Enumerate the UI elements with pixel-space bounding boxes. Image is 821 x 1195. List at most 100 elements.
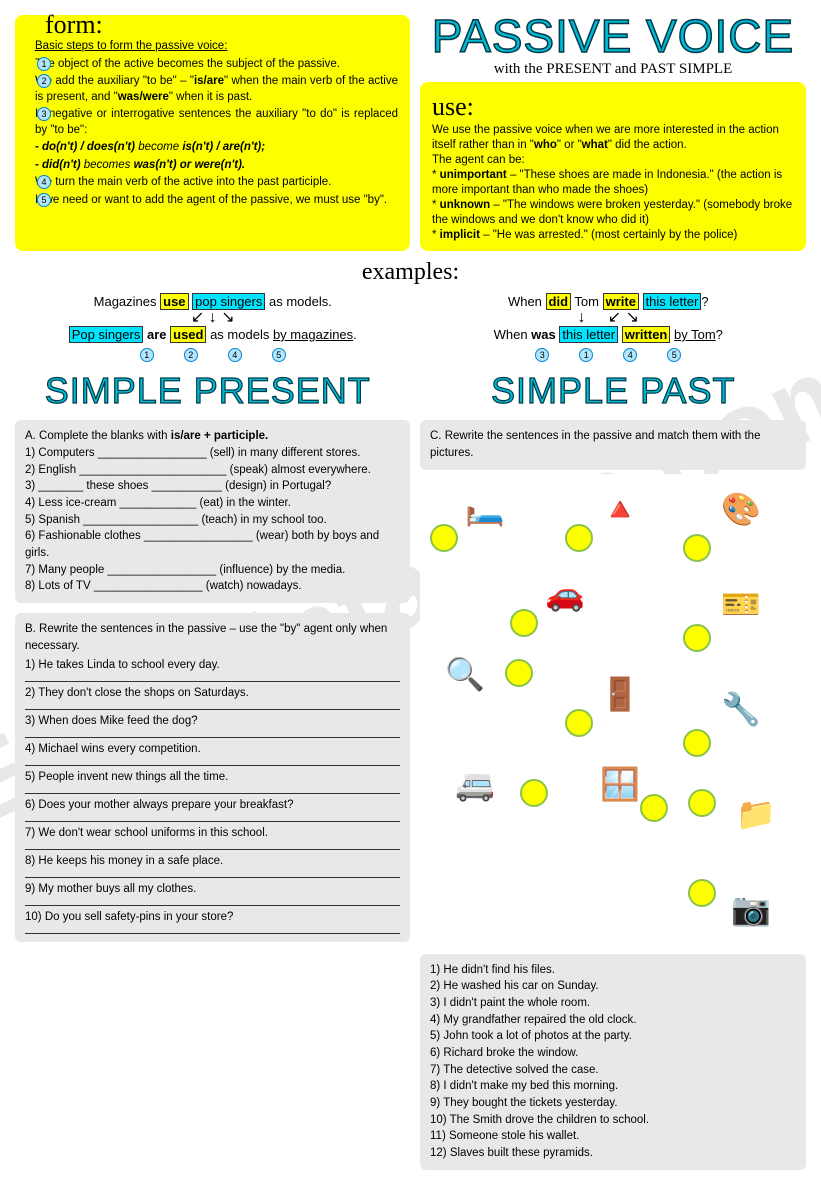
pictures-area: 🛏️ 🔺 🎨 🚗 🎫 🔍 🚪 🔧 🚐 🪟 📁 📷 [420, 474, 806, 954]
examples-row: Magazines use pop singers as models. ↙ ↓… [15, 290, 806, 362]
step-text: If we need or want to add the agent of t… [35, 194, 387, 206]
step-text: The object of the active becomes the sub… [35, 58, 340, 70]
ex-item: 6) Richard broke the window. [430, 1045, 796, 1062]
form-step: - do(n't) / does(n't) become is(n't) / a… [35, 140, 398, 156]
form-step: - did(n't) becomes was(n't) or were(n't)… [35, 158, 398, 174]
ex-item: 1) He didn't find his files. [430, 962, 796, 979]
form-step: 1The object of the active becomes the su… [35, 57, 398, 73]
form-step: 5If we need or want to add the agent of … [35, 193, 398, 209]
right-column: PASSIVE VOICE with the PRESENT and PAST … [420, 15, 806, 251]
pic-clock: 🔧 [696, 674, 786, 744]
use-text: We use the passive voice when we are mor… [432, 123, 794, 153]
num-row: 1245 [25, 348, 401, 362]
num-row: 3145 [421, 348, 797, 362]
form-step: 4We turn the main verb of the active int… [35, 175, 398, 191]
ex-item: 8) Lots of TV _________________ (watch) … [25, 578, 400, 595]
arrows: ↓ ↙ ↘ [421, 313, 797, 323]
examples-title: examples: [15, 259, 806, 286]
form-box: form: Basic steps to form the passive vo… [15, 15, 410, 251]
ex-item: 10) The Smith drove the children to scho… [430, 1112, 796, 1129]
match-circle[interactable] [683, 534, 711, 562]
match-circle[interactable] [683, 729, 711, 757]
step-text: In negative or interrogative sentences t… [35, 108, 398, 136]
step-text: We turn the main verb of the active into… [35, 176, 331, 188]
exercise-a: A. Complete the blanks with is/are + par… [15, 420, 410, 603]
ex-item: 4) Less ice-cream ____________ (eat) in … [25, 495, 400, 512]
form-intro: Basic steps to form the passive voice: [35, 39, 398, 55]
match-circle[interactable] [510, 609, 538, 637]
ex-item: 6) Fashionable clothes _________________… [25, 528, 400, 561]
form-step: 2We add the auxiliary "to be" – "is/are"… [35, 74, 398, 105]
ex-item: 3) I didn't paint the whole room. [430, 995, 796, 1012]
pic-files: 📁 [711, 779, 801, 849]
use-title: use: [432, 90, 794, 124]
num-badge: 2 [37, 74, 51, 88]
exercise-b: B. Rewrite the sentences in the passive … [15, 613, 410, 942]
num-badge: 5 [37, 193, 51, 207]
pic-detective: 🔍 [420, 639, 510, 709]
exercises-left: A. Complete the blanks with is/are + par… [15, 420, 410, 1179]
ex-item: 12) Slaves built these pyramids. [430, 1145, 796, 1162]
match-circle[interactable] [505, 659, 533, 687]
match-circle[interactable] [683, 624, 711, 652]
ex-item: 3) _______ these shoes ___________ (desi… [25, 478, 400, 495]
pic-camera: 📷 [706, 874, 796, 944]
pic-tickets: 🎫 [696, 569, 786, 639]
use-text: The agent can be: [432, 153, 794, 168]
ex-item[interactable]: 6) Does your mother always prepare your … [25, 794, 400, 822]
ex-item[interactable]: 8) He keeps his money in a safe place. [25, 850, 400, 878]
ex-item: 11) Someone stole his wallet. [430, 1128, 796, 1145]
ex-item: 5) John took a lot of photos at the part… [430, 1028, 796, 1045]
exercise-c-header: C. Rewrite the sentences in the passive … [420, 420, 806, 469]
pic-van: 🚐 [430, 749, 520, 819]
match-circle[interactable] [520, 779, 548, 807]
ex-item[interactable]: 2) They don't close the shops on Saturda… [25, 682, 400, 710]
ex-item[interactable]: 5) People invent new things all the time… [25, 766, 400, 794]
ex-item[interactable]: 4) Michael wins every competition. [25, 738, 400, 766]
ex-item[interactable]: 7) We don't wear school uniforms in this… [25, 822, 400, 850]
top-row: form: Basic steps to form the passive vo… [15, 15, 806, 251]
ex-item[interactable]: 9) My mother buys all my clothes. [25, 878, 400, 906]
ex-item: 7) The detective solved the case. [430, 1062, 796, 1079]
use-bullet: * unimportant – "These shoes are made in… [432, 168, 794, 198]
ex-item: 2) He washed his car on Sunday. [430, 978, 796, 995]
simple-past-title: SIMPLE PAST [421, 370, 807, 412]
form-title: form: [45, 7, 103, 42]
ex-item: 2) English _______________________ (spea… [25, 462, 400, 479]
ex-item: 1) Computers _________________ (sell) in… [25, 445, 400, 462]
ex-line: Pop singers are used as models by magazi… [25, 323, 401, 346]
ex-header: C. Rewrite the sentences in the passive … [430, 428, 796, 461]
ex-header: A. Complete the blanks with is/are + par… [25, 428, 400, 445]
match-circle[interactable] [688, 879, 716, 907]
num-badge: 1 [37, 57, 51, 71]
ex-item[interactable]: 3) When does Mike feed the dog? [25, 710, 400, 738]
subtitle: with the PRESENT and PAST SIMPLE [420, 61, 806, 78]
example-right: When did Tom write this letter? ↓ ↙ ↘ Wh… [421, 290, 797, 362]
ex-item: 9) They bought the tickets yesterday. [430, 1095, 796, 1112]
ex-header: B. Rewrite the sentences in the passive … [25, 621, 400, 654]
ex-line: When was this letter written by Tom? [421, 323, 797, 346]
ex-item: 4) My grandfather repaired the old clock… [430, 1012, 796, 1029]
match-circle[interactable] [688, 789, 716, 817]
match-circle[interactable] [640, 794, 668, 822]
match-circle[interactable] [430, 524, 458, 552]
use-bullet: * implicit – "He was arrested." (most ce… [432, 228, 794, 243]
exercise-c-items: 1) He didn't find his files. 2) He washe… [420, 954, 806, 1170]
exercises-right: C. Rewrite the sentences in the passive … [420, 420, 806, 1179]
form-step: 3In negative or interrogative sentences … [35, 107, 398, 138]
arrows: ↙ ↓ ↘ [25, 313, 401, 323]
ex-item[interactable]: 10) Do you sell safety-pins in your stor… [25, 906, 400, 934]
example-left: Magazines use pop singers as models. ↙ ↓… [25, 290, 401, 362]
use-box: use: We use the passive voice when we ar… [420, 82, 806, 251]
page-content: form: Basic steps to form the passive vo… [0, 0, 821, 1195]
exercises-row: A. Complete the blanks with is/are + par… [15, 420, 806, 1179]
use-bullet: * unknown – "The windows were broken yes… [432, 198, 794, 228]
match-circle[interactable] [565, 709, 593, 737]
ex-item[interactable]: 1) He takes Linda to school every day. [25, 654, 400, 682]
ex-item: 5) Spanish __________________ (teach) in… [25, 512, 400, 529]
ex-item: 7) Many people _________________ (influe… [25, 562, 400, 579]
match-circle[interactable] [565, 524, 593, 552]
pic-painter: 🎨 [696, 474, 786, 544]
simple-present-title: SIMPLE PRESENT [15, 370, 401, 412]
ex-item: 8) I didn't make my bed this morning. [430, 1078, 796, 1095]
